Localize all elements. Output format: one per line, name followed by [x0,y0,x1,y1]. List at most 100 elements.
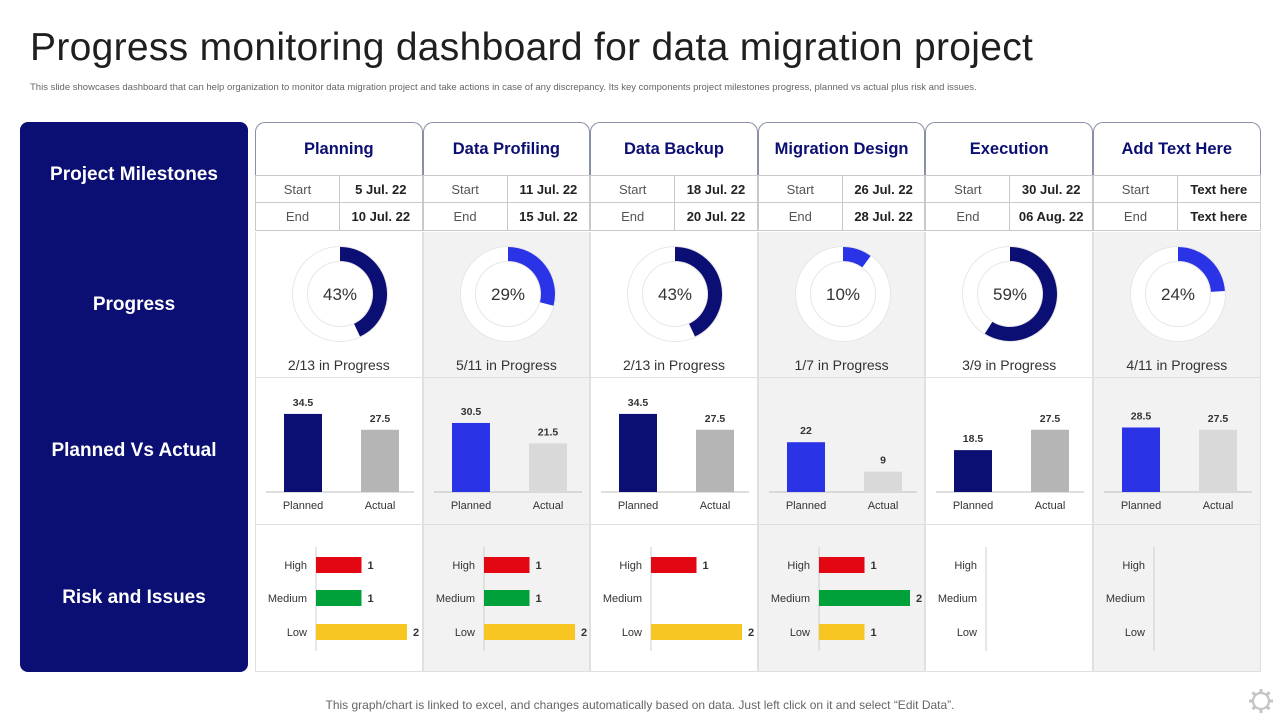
progress-count-text: 3/9 in Progress [962,357,1057,373]
phase-tab[interactable]: Planning [255,122,423,175]
milestone-start-label: Start [1094,176,1178,202]
planned-vs-actual-chart: 18.5 27.5 Planned Actual [936,413,1085,512]
milestone-end-date: Text here [1190,209,1248,224]
milestone-end-label: End [759,203,843,230]
row-label-milestones: Project Milestones [50,164,218,185]
page-subtitle: This slide showcases dashboard that can … [30,82,977,93]
planned-bar [451,422,490,492]
donut-percent-label: 10% [826,285,860,304]
page-title: Progress monitoring dashboard for data m… [30,26,1034,69]
milestone-start-row: Start 18 Jul. 22 [590,175,758,203]
actual-value-label: 9 [880,455,886,467]
risk-issues-cell: High 1 Medium 1 Low 2 [255,525,423,672]
risk-medium-bar [316,590,362,606]
risk-level-label: Medium [1106,593,1145,605]
donut-inner-ring [307,261,373,327]
risk-issues-cell: High 1 Medium Low 2 [590,525,758,672]
milestone-end-row: End 06 Aug. 22 [925,203,1093,231]
progress-cell: 24% 4/11 in Progress [1093,232,1261,378]
donut-slice [507,247,555,306]
donut-outer-ring [962,246,1059,342]
milestone-start-date: 18 Jul. 22 [686,181,746,197]
progress-count-text: 5/11 in Progress [455,357,557,373]
risk-high-value: 1 [870,560,876,572]
planned-vs-actual-chart: 34.5 27.5 Planned Actual [266,397,414,512]
donut-percent-label: 29% [491,285,525,304]
donut-inner-ring [809,261,876,327]
milestone-start-label: Start [591,176,676,202]
risk-issues-chart: High Medium Low [938,547,987,651]
milestone-start-date: 11 Jul. 22 [519,181,578,197]
actual-axis-label: Actual [1035,500,1066,512]
risk-low-value: 2 [581,627,587,639]
phase-column: Execution Start 30 Jul. 22 End 06 Aug. 22 59%… [925,122,1093,672]
risk-high-value: 1 [368,560,374,572]
milestone-end-date: 15 Jul. 22 [519,209,578,224]
planned-vs-actual-chart: 34.5 27.5 Planned Actual [601,397,750,512]
progress-count-text: 4/11 in Progress [1126,357,1228,373]
milestone-start-label: Start [256,176,340,202]
risk-medium-bar [483,590,530,606]
risk-level-label: Low [454,627,474,639]
planned-axis-label: Planned [953,500,993,512]
risk-level-label: Low [957,627,977,639]
progress-cell: 29% 5/11 in Progress [422,232,591,378]
phase-tab[interactable]: Data Profiling [422,122,591,175]
risk-low-bar [818,624,865,640]
risk-issues-cell: High Medium Low [1093,525,1261,672]
donut-inner-ring [977,261,1044,327]
row-label-risk: Risk and Issues [62,587,206,608]
milestone-start-date: 26 Jul. 22 [854,181,913,197]
risk-low-value: 1 [870,627,876,639]
gear-icon [1249,689,1273,713]
actual-bar [528,443,567,492]
milestone-start-row: Start Text here [1093,175,1261,203]
footer-note: This graph/chart is linked to excel, and… [325,698,955,712]
planned-vs-actual-chart: 28.5 27.5 Planned Actual [1104,411,1252,512]
risk-medium-value: 1 [368,593,374,605]
planned-vs-actual-cell: 28.5 27.5 Planned Actual [1093,378,1261,525]
milestone-end-row: End 15 Jul. 22 [422,203,591,231]
actual-bar [863,471,902,492]
risk-level-label: Low [287,627,307,639]
risk-medium-value: 2 [916,593,922,605]
risk-level-label: High [955,560,978,572]
milestone-start-date: 30 Jul. 22 [1021,181,1081,197]
risk-high-bar [316,557,362,573]
risk-high-value: 1 [535,560,541,572]
progress-cell: 43% 2/13 in Progress [255,232,423,378]
milestone-end-row: End 10 Jul. 22 [255,203,423,231]
planned-vs-actual-cell: 18.5 27.5 Planned Actual [925,378,1093,525]
actual-axis-label: Actual [532,500,563,512]
milestone-end-date: 06 Aug. 22 [1018,209,1084,224]
risk-issues-chart: High 1 Medium 1 Low 2 [268,547,419,651]
risk-level-label: Medium [938,593,977,605]
actual-axis-label: Actual [365,500,396,512]
phase-tab[interactable]: Execution [925,122,1093,175]
phase-tab[interactable]: Migration Design [757,122,926,175]
planned-vs-actual-cell: 34.5 27.5 Planned Actual [255,378,423,525]
risk-high-bar [651,557,697,573]
row-label-progress: Progress [92,294,176,315]
progress-donut: 59% [962,246,1059,342]
progress-cell: 10% 1/7 in Progress [757,232,926,378]
planned-vs-actual-chart: 22 9 Planned Actual [768,425,917,512]
planned-bar [954,450,993,492]
phase-column: Add Text Here Start Text here End Text here 2… [1093,122,1261,672]
donut-inner-ring [474,261,541,327]
phase-tab[interactable]: Add Text Here [1093,122,1261,175]
donut-slice [339,247,387,337]
phase-column: Data Profiling Start 11 Jul. 22 End 15 Jul. … [422,122,591,672]
phase-column: Planning Start 5 Jul. 22 End 10 Jul. 22 43% 2/… [255,122,423,672]
planned-axis-label: Planned [786,500,826,512]
risk-low-value: 2 [748,627,754,639]
phase-tab[interactable]: Data Backup [590,122,758,175]
planned-bar [786,442,825,492]
risk-low-bar [651,624,743,640]
planned-axis-label: Planned [450,500,490,512]
risk-level-label: Medium [603,593,642,605]
actual-bar [696,429,735,492]
planned-bar [284,413,322,492]
risk-issues-chart: High Medium Low [1106,547,1155,651]
row-label-planned-vs-actual: Planned Vs Actual [51,440,217,461]
